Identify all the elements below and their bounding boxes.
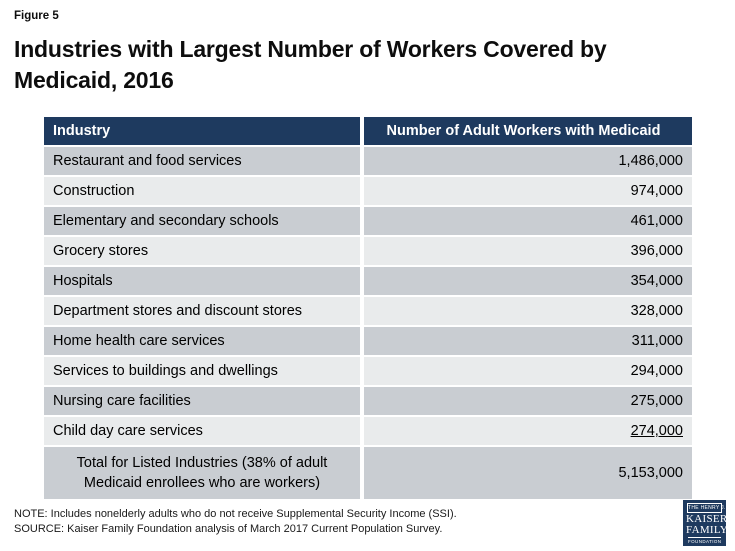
industry-cell: Restaurant and food services — [44, 147, 360, 175]
industry-cell: Services to buildings and dwellings — [44, 357, 360, 385]
value-cell: 294,000 — [364, 357, 692, 385]
value-cell: 396,000 — [364, 237, 692, 265]
logo-family-text: FAMILY — [686, 523, 729, 536]
value-cell: 354,000 — [364, 267, 692, 295]
logo-kaiser-text: KAISER — [686, 512, 728, 525]
industry-cell: Hospitals — [44, 267, 360, 295]
industry-cell: Department stores and discount stores — [44, 297, 360, 325]
kff-logo: THE HENRY J. KAISER FAMILY FOUNDATION — [683, 500, 729, 546]
industry-cell: Home health care services — [44, 327, 360, 355]
industry-cell: Child day care services — [44, 417, 360, 445]
total-label-cell: Total for Listed Industries (38% of adul… — [44, 447, 360, 499]
industry-cell: Grocery stores — [44, 237, 360, 265]
figure-label: Figure 5 — [14, 10, 59, 22]
industries-table: Industry Number of Adult Workers with Me… — [44, 117, 692, 499]
value-cell: 328,000 — [364, 297, 692, 325]
value-cell-underlined: 274,000 — [364, 417, 692, 445]
column-header-number: Number of Adult Workers with Medicaid — [364, 117, 692, 145]
value-cell: 461,000 — [364, 207, 692, 235]
industry-cell: Elementary and secondary schools — [44, 207, 360, 235]
value-cell: 275,000 — [364, 387, 692, 415]
note-line: NOTE: Includes nonelderly adults who do … — [14, 508, 457, 520]
total-value-cell: 5,153,000 — [364, 447, 692, 499]
industry-cell: Nursing care facilities — [44, 387, 360, 415]
source-line: SOURCE: Kaiser Family Foundation analysi… — [14, 523, 443, 535]
value-cell: 974,000 — [364, 177, 692, 205]
logo-foundation-text: FOUNDATION — [688, 536, 722, 544]
logo-henry-j-text: THE HENRY J. — [687, 502, 726, 513]
column-header-industry: Industry — [44, 117, 360, 145]
footnotes: NOTE: Includes nonelderly adults who do … — [14, 507, 457, 537]
value-cell: 1,486,000 — [364, 147, 692, 175]
value-cell: 311,000 — [364, 327, 692, 355]
page-title: Industries with Largest Number of Worker… — [14, 36, 607, 93]
industry-cell: Construction — [44, 177, 360, 205]
